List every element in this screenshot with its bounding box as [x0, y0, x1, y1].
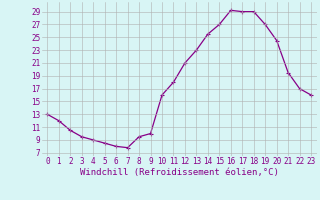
X-axis label: Windchill (Refroidissement éolien,°C): Windchill (Refroidissement éolien,°C): [80, 168, 279, 177]
